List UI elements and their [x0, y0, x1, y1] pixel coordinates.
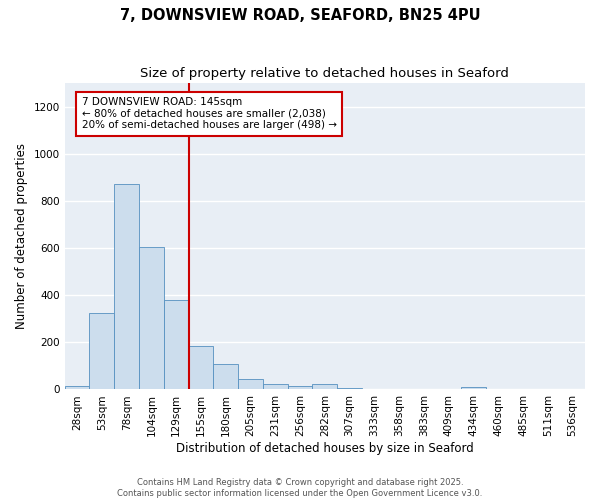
- Text: 7 DOWNSVIEW ROAD: 145sqm
← 80% of detached houses are smaller (2,038)
20% of sem: 7 DOWNSVIEW ROAD: 145sqm ← 80% of detach…: [82, 97, 337, 130]
- Bar: [287, 386, 313, 390]
- Bar: [238, 379, 263, 390]
- Bar: [89, 313, 114, 390]
- Text: 7, DOWNSVIEW ROAD, SEAFORD, BN25 4PU: 7, DOWNSVIEW ROAD, SEAFORD, BN25 4PU: [119, 8, 481, 22]
- X-axis label: Distribution of detached houses by size in Seaford: Distribution of detached houses by size …: [176, 442, 474, 455]
- Bar: [214, 364, 238, 390]
- Bar: [164, 300, 188, 390]
- Bar: [114, 184, 139, 390]
- Bar: [188, 346, 214, 390]
- Bar: [65, 386, 89, 390]
- Y-axis label: Number of detached properties: Number of detached properties: [15, 144, 28, 330]
- Title: Size of property relative to detached houses in Seaford: Size of property relative to detached ho…: [140, 68, 509, 80]
- Bar: [263, 384, 287, 390]
- Bar: [313, 384, 337, 390]
- Bar: [337, 388, 362, 390]
- Text: Contains HM Land Registry data © Crown copyright and database right 2025.
Contai: Contains HM Land Registry data © Crown c…: [118, 478, 482, 498]
- Bar: [461, 387, 486, 390]
- Bar: [139, 247, 164, 390]
